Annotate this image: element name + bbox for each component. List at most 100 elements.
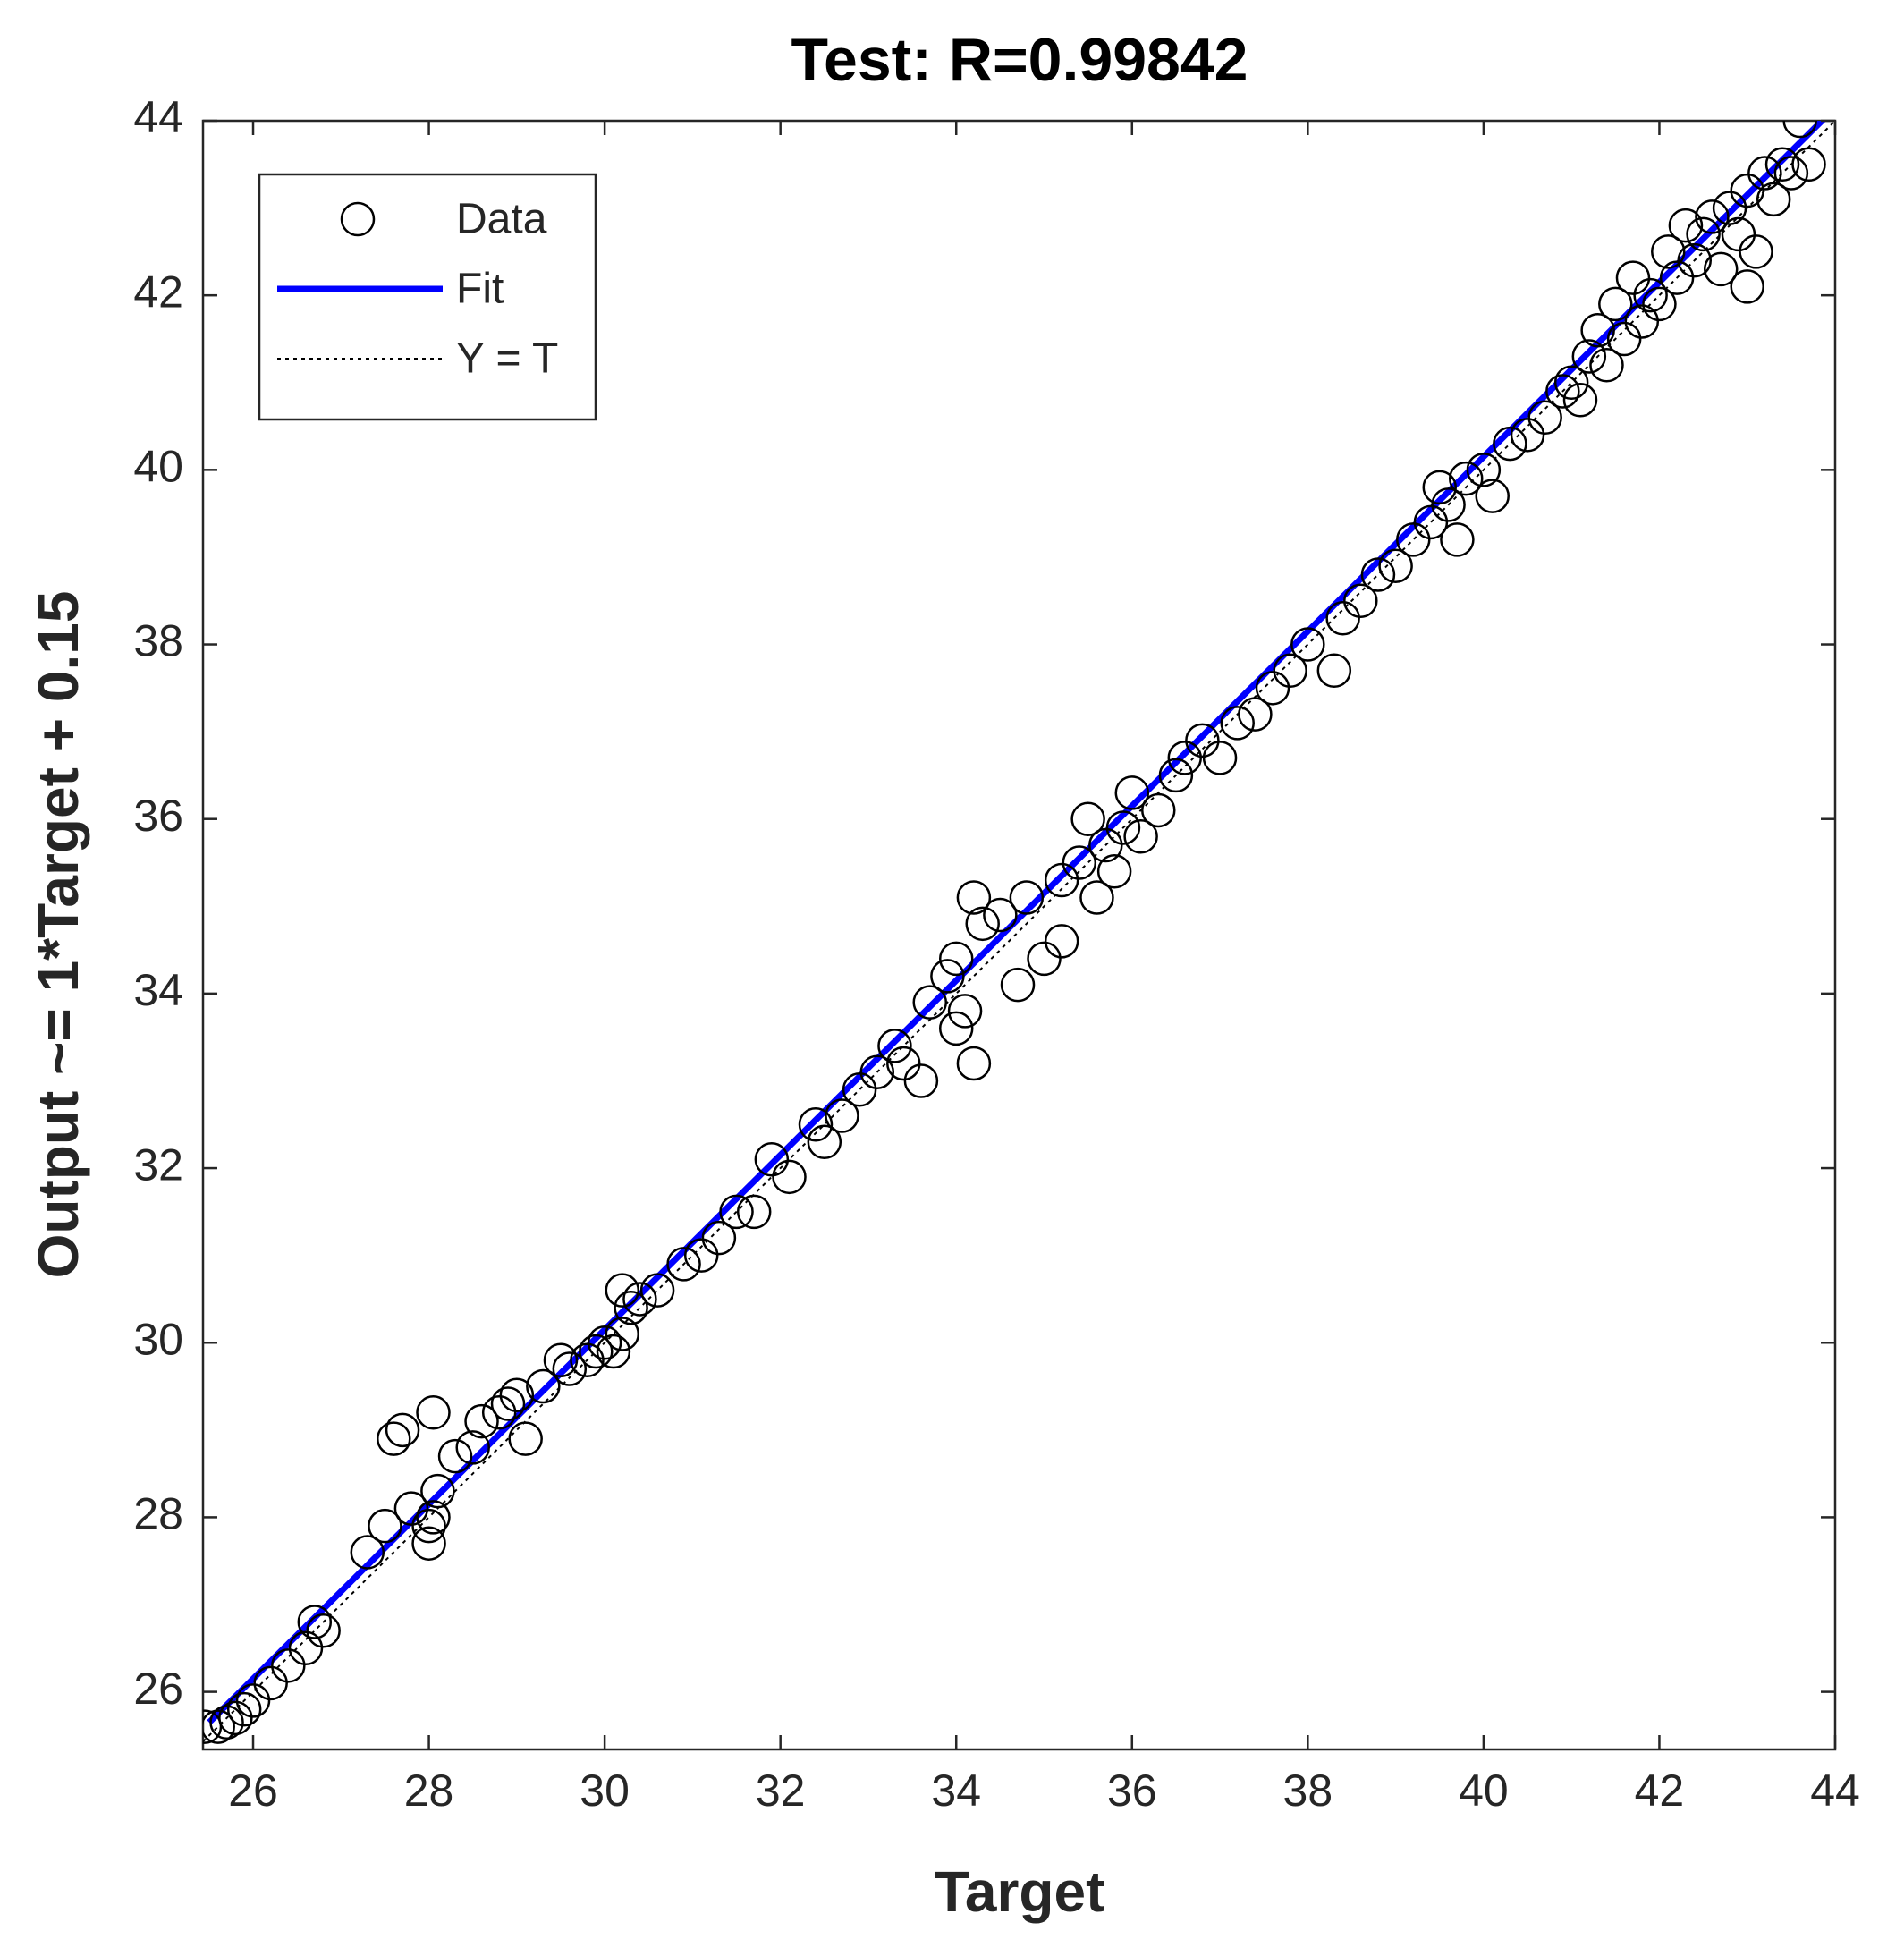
data-point [1668,208,1704,243]
data-point [1255,671,1290,706]
data-point [1624,304,1660,339]
data-point [1493,426,1527,462]
data-point [526,1368,561,1404]
data-point [956,1046,992,1081]
data-point [1553,365,1589,401]
data-point [596,1334,631,1369]
data-point [306,1613,341,1648]
data-point [288,1630,324,1666]
data-point [1677,242,1713,278]
data-point [877,1029,912,1063]
data-point [1703,251,1739,287]
x-tick-label: 36 [1107,1766,1157,1816]
data-point [719,1194,754,1230]
data-point [1290,627,1325,662]
data-point [1571,339,1607,374]
data-point [437,1438,473,1474]
data-point [1123,818,1158,854]
data-point [1475,479,1510,513]
data-point [1167,741,1203,775]
data-point [1141,792,1176,828]
data-point [947,994,983,1029]
data-point [1764,147,1800,182]
legend-marker [340,201,376,237]
x-axis-label: Target [935,1859,1105,1924]
data-point [253,1665,288,1701]
data-point [1273,653,1307,689]
fit-line [207,121,1827,1725]
data-point [1096,854,1132,889]
data-point [1044,924,1079,959]
data-point [1756,182,1791,217]
data-point [464,1403,499,1439]
y-tick-label: 40 [133,442,183,492]
data-point [1448,461,1484,496]
y-tick-label: 36 [133,791,183,841]
data-point [605,1273,640,1308]
data-point [825,1098,859,1133]
data-point [385,1412,420,1448]
data-point [1105,810,1141,845]
data-point [938,1011,974,1046]
data-point [1158,758,1194,793]
x-tick-label: 38 [1283,1766,1333,1816]
data-point [938,941,974,977]
data-point [235,1683,271,1718]
data-point [499,1377,535,1413]
data-point [1651,234,1686,269]
data-point [1114,775,1150,810]
data-point [1695,199,1730,234]
x-tick-label: 32 [756,1766,806,1816]
data-point [903,1063,939,1098]
data-point [605,1317,640,1351]
data-point [455,1430,490,1465]
data-point [1730,173,1764,208]
data-point [350,1535,385,1570]
x-tick-label: 30 [580,1766,630,1816]
data-point [1659,260,1695,295]
legend-label: Y = T [456,335,558,383]
y-tick-label: 44 [133,92,183,142]
data-point [1747,156,1782,191]
data-point [1396,522,1431,557]
data-point [622,1282,657,1317]
data-point [1027,941,1062,977]
data-point [1220,706,1255,741]
data-point [1589,347,1624,383]
data-point [1079,880,1114,915]
data-point [1545,374,1580,409]
data-point [798,1107,834,1142]
data-point [1238,697,1273,732]
data-point [552,1351,588,1386]
data-point [1730,269,1764,304]
data-point [1413,504,1449,540]
data-point [1202,741,1238,775]
data-point [416,1500,451,1535]
data-point [1185,723,1220,758]
data-point [614,1290,648,1325]
legend-label: Fit [456,266,504,313]
data-point [393,1491,429,1526]
data-point [1422,470,1458,505]
data-point [203,1709,235,1744]
data-point [666,1247,701,1282]
data-point [1739,234,1773,269]
y-tick-label: 26 [133,1664,183,1714]
data-point [1316,653,1352,689]
data-point [1791,147,1826,182]
data-point [807,1124,842,1160]
x-tick-label: 28 [404,1766,454,1816]
data-point [411,1508,446,1544]
data-point [1686,216,1721,252]
identity-line [203,121,1835,1742]
y-tick-label: 30 [133,1314,183,1364]
data-point [1562,383,1598,418]
data-point [886,1046,921,1081]
y-tick-label: 34 [133,965,183,1015]
data-point [416,1395,451,1430]
data-point [218,1700,253,1736]
data-point [368,1508,402,1544]
data-point [1642,286,1677,322]
data-point [377,1421,411,1456]
